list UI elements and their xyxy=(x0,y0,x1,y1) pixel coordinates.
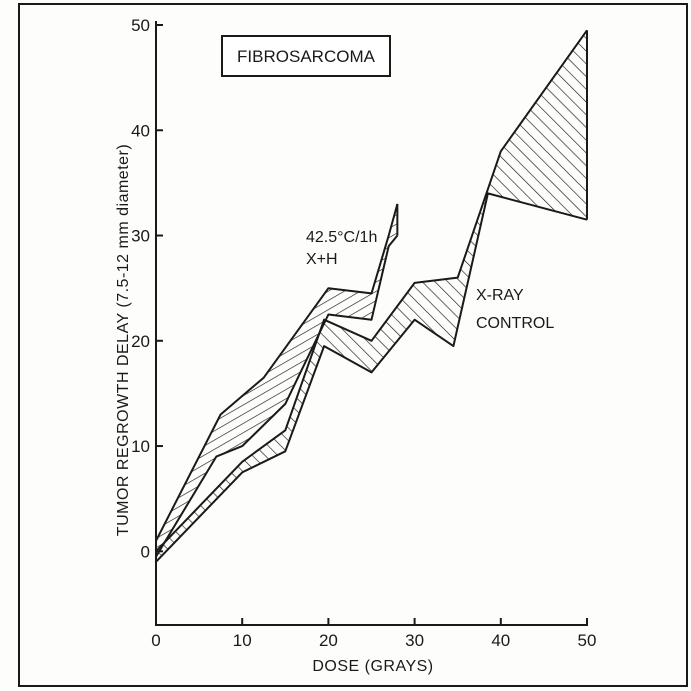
ticks: 0 10 20 30 40 50 0 10 20 30 40 50 xyxy=(131,16,596,650)
x-tick-label-0: 0 xyxy=(151,631,160,650)
y-tick-label-3: 30 xyxy=(131,227,150,246)
series-label-xh-line1: 42.5°C/1h xyxy=(306,229,377,246)
x-axis-label: DOSE (GRAYS) xyxy=(312,658,433,675)
figure-frame xyxy=(18,3,688,687)
y-axis-label: TUMOR REGROWTH DELAY (7.5-12 mm diameter… xyxy=(115,144,132,536)
bands xyxy=(155,29,588,563)
band-upper-line-0 xyxy=(155,29,588,552)
series-label-xh: 42.5°C/1h X+H xyxy=(306,229,377,268)
band-lower-line-0 xyxy=(155,192,588,563)
series-label-xray-line2: CONTROL xyxy=(476,315,554,332)
band-fill-1 xyxy=(156,203,398,557)
x-tick-label-2: 20 xyxy=(319,631,338,650)
title-box: FIBROSARCOMA xyxy=(221,35,391,77)
band-fill-0 xyxy=(156,30,587,562)
title-frame xyxy=(221,35,391,77)
x-tick-label-3: 30 xyxy=(405,631,424,650)
y-tick-label-5: 50 xyxy=(131,16,150,35)
y-tick-label-4: 40 xyxy=(131,121,150,140)
x-tick-label-5: 50 xyxy=(578,631,597,650)
x-tick-label-4: 40 xyxy=(491,631,510,650)
series-label-xray: X-RAY CONTROL xyxy=(476,287,554,332)
band-lower-line-1 xyxy=(155,234,399,558)
series-label-xray-line1: X-RAY xyxy=(476,287,524,304)
chart-title: FIBROSARCOMA xyxy=(237,47,376,66)
series-label-xh-line2: X+H xyxy=(306,251,338,268)
band-upper-line-1 xyxy=(155,203,399,542)
x-tick-label-1: 10 xyxy=(233,631,252,650)
y-tick-label-1: 10 xyxy=(131,437,150,456)
y-tick-label-0: 0 xyxy=(141,542,150,561)
y-tick-label-2: 20 xyxy=(131,332,150,351)
